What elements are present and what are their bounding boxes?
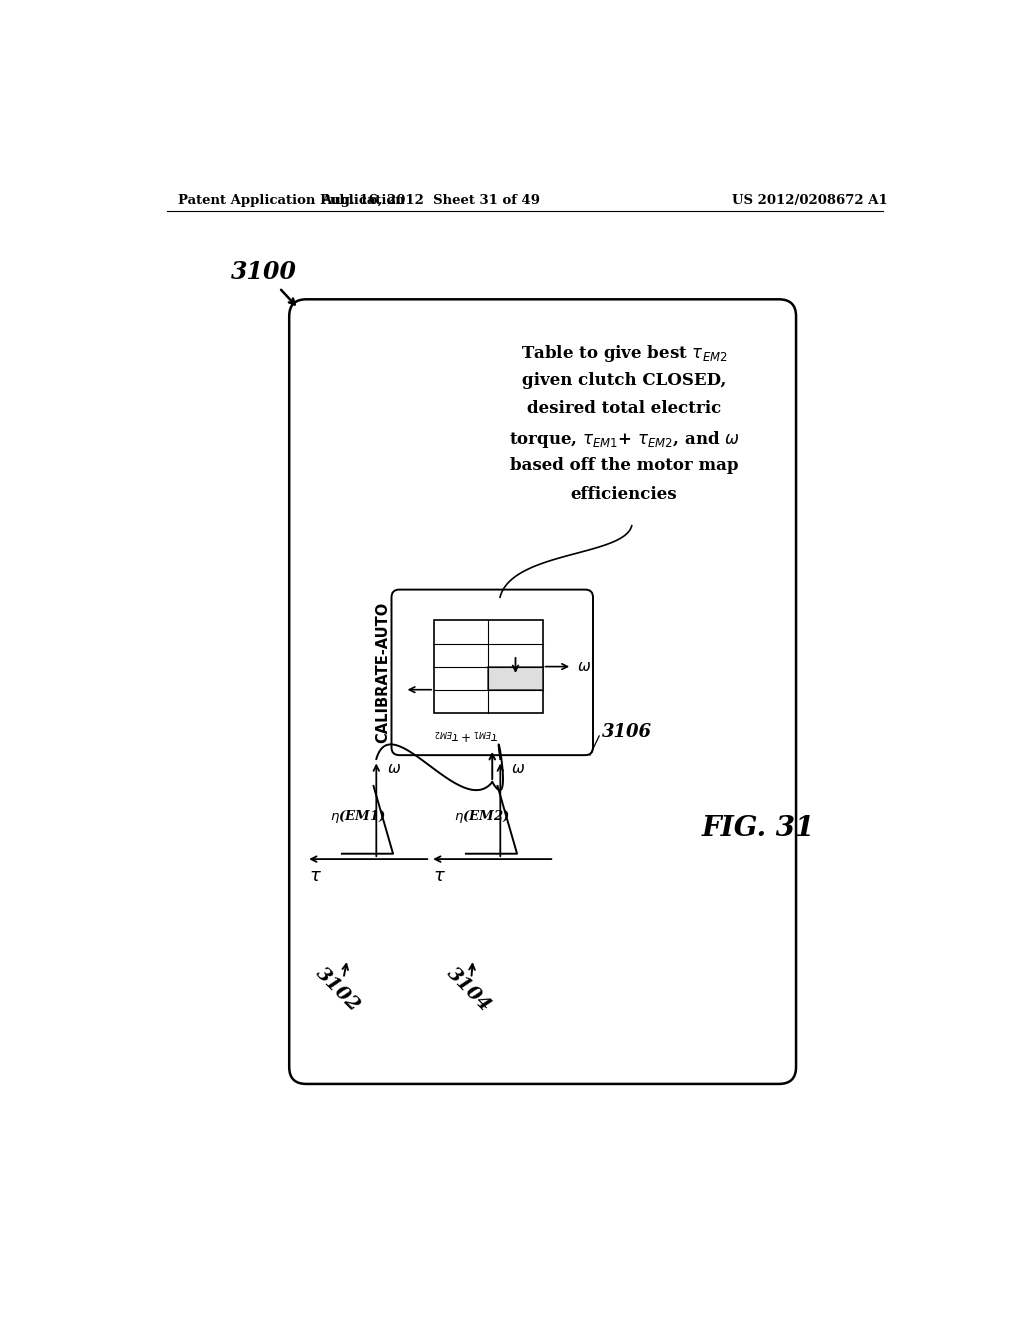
FancyBboxPatch shape <box>391 590 593 755</box>
Bar <box>434 620 543 713</box>
Text: given clutch CLOSED,: given clutch CLOSED, <box>522 372 726 388</box>
Text: $\omega$: $\omega$ <box>387 760 401 776</box>
Text: 3104: 3104 <box>443 965 495 1015</box>
Text: $\tau_{EM1}+\tau_{EM2}$: $\tau_{EM1}+\tau_{EM2}$ <box>434 726 500 741</box>
Text: desired total electric: desired total electric <box>527 400 721 417</box>
Text: US 2012/0208672 A1: US 2012/0208672 A1 <box>732 194 888 207</box>
Text: $\tau$: $\tau$ <box>433 867 446 884</box>
Text: $\eta$(EM2): $\eta$(EM2) <box>454 808 510 825</box>
Text: efficiencies: efficiencies <box>570 486 677 503</box>
Bar <box>488 667 543 689</box>
FancyBboxPatch shape <box>289 300 796 1084</box>
Text: FIG. 31: FIG. 31 <box>701 814 815 842</box>
Text: Patent Application Publication: Patent Application Publication <box>178 194 406 207</box>
Text: Table to give best $\tau_{EM2}$: Table to give best $\tau_{EM2}$ <box>520 343 727 364</box>
Text: $\eta$(EM1): $\eta$(EM1) <box>330 808 386 825</box>
Text: $\tau$: $\tau$ <box>309 867 322 884</box>
Text: based off the motor map: based off the motor map <box>510 457 738 474</box>
Text: torque, $\tau_{EM1}$+ $\tau_{EM2}$, and $\omega$: torque, $\tau_{EM1}$+ $\tau_{EM2}$, and … <box>509 429 739 450</box>
Text: CALIBRATE-AUTO: CALIBRATE-AUTO <box>375 602 390 743</box>
Text: $\omega$: $\omega$ <box>577 659 591 675</box>
Text: 3100: 3100 <box>230 260 297 284</box>
Text: 3106: 3106 <box>602 723 652 741</box>
Text: 3102: 3102 <box>311 965 362 1015</box>
Text: Aug. 16, 2012  Sheet 31 of 49: Aug. 16, 2012 Sheet 31 of 49 <box>321 194 540 207</box>
Text: $\omega$: $\omega$ <box>511 760 525 776</box>
